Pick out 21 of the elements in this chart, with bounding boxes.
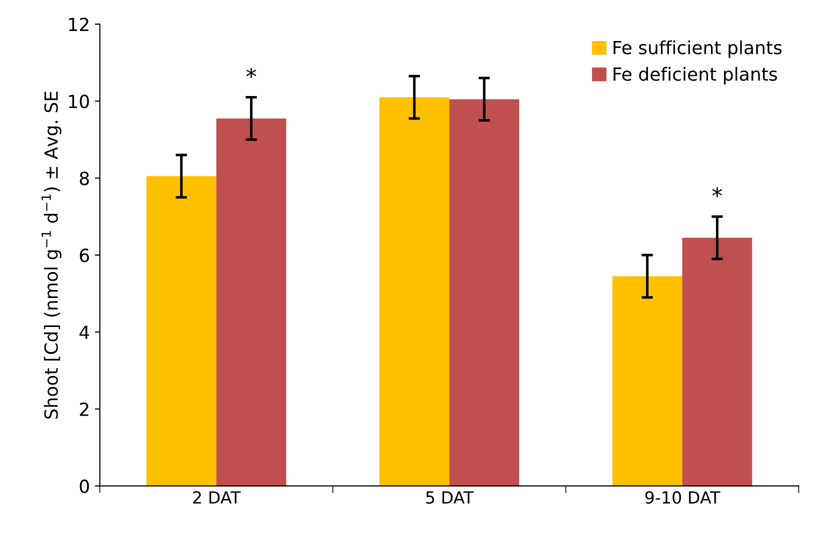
x-tick-label: 5 DAT: [426, 491, 474, 504]
bar: [216, 118, 286, 486]
data-label: *: [246, 68, 256, 78]
y-tick-label: 0: [80, 479, 89, 494]
bar: [682, 238, 752, 486]
y-tick-label: 10: [69, 94, 89, 108]
y-tick-label: 6: [80, 248, 89, 262]
y-tick-label: 2: [80, 402, 88, 416]
legend-label: Fe sufficient plants: [614, 40, 782, 58]
bar: [612, 276, 682, 486]
y-tick-label: 4: [80, 326, 90, 339]
bar: [379, 97, 450, 486]
data-label: *: [712, 187, 722, 198]
x-tick-label: 9-10 DAT: [645, 491, 720, 504]
bar: [146, 176, 216, 486]
bar: [449, 99, 520, 486]
y-tick-label: 8: [80, 172, 89, 186]
legend-label: Fe deficient plants: [614, 66, 777, 84]
x-tick-label: 2 DAT: [193, 491, 241, 504]
y-tick-label: 12: [69, 18, 88, 32]
y-axis-title: Shoot [Cd] (nmol g$^{−1}$ d$^{−1}$) ± Avg. SE: [42, 92, 62, 419]
